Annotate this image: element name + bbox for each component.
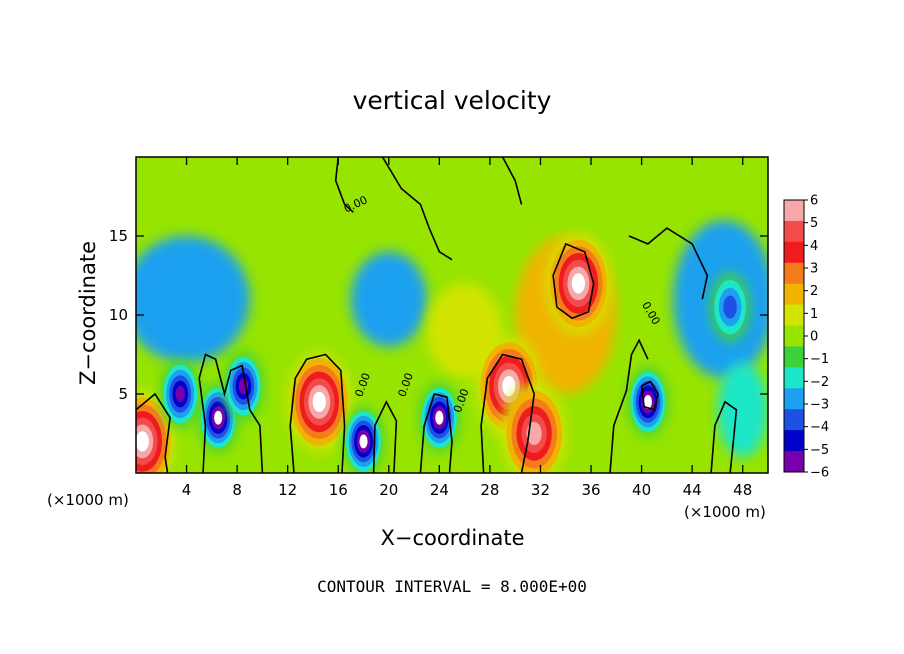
x-tick-label: 44	[683, 481, 702, 499]
contour-line	[609, 338, 649, 473]
colorbar-tick-label: −6	[810, 466, 829, 481]
y-tick-label: 5	[118, 385, 128, 403]
contour-line	[372, 400, 398, 473]
y-tick-label: 10	[109, 306, 128, 324]
downdraft-cell	[709, 272, 751, 342]
x-unit-label-left: (×1000 m)	[47, 491, 129, 509]
x-tick-label: 4	[182, 481, 192, 499]
colorbar-tick-label: −4	[810, 420, 829, 435]
colorbar-swatch	[784, 200, 804, 222]
contour-line	[640, 380, 659, 411]
colorbar-swatch	[784, 409, 804, 431]
colorbar-swatch	[784, 241, 804, 264]
contour-line	[480, 353, 536, 473]
velocity-field	[136, 157, 768, 473]
contour-line	[552, 242, 595, 320]
colorbar-tick-label: 5	[810, 216, 818, 231]
colorbar: 6 5 4 3 2 1 0 −1 −2 −3 −4 −5 −6	[783, 194, 829, 481]
downdraft-cell	[419, 382, 460, 453]
contour-line	[710, 400, 738, 473]
downdraft-cell	[160, 359, 201, 429]
colorbar-tick-label: −2	[810, 375, 829, 390]
x-tick-label: 48	[733, 481, 752, 499]
contour-line	[501, 157, 523, 205]
colorbar-tick-label: −1	[810, 352, 829, 367]
updraft-cell	[286, 351, 353, 453]
colorbar-swatch	[784, 346, 804, 368]
x-axis: 4 8 12 16 20 24 28 32 36 40 44 48	[182, 157, 752, 499]
colorbar-swatch	[784, 325, 804, 347]
contour-line	[198, 353, 264, 473]
contour-line	[334, 157, 354, 213]
colorbar-swatch	[784, 220, 804, 243]
updraft-cell	[545, 232, 612, 334]
colorbar-swatch	[784, 262, 804, 285]
y-axis: 5 10 15	[109, 227, 768, 403]
field-band	[350, 251, 427, 347]
x-tick-label: 36	[581, 481, 600, 499]
y-tick-label: 15	[109, 227, 128, 245]
downdraft-cell	[223, 351, 264, 421]
colorbar-swatch	[784, 451, 804, 473]
field-band	[717, 362, 768, 458]
colorbar-tick-label: 4	[810, 239, 818, 254]
colorbar-tick-label: −3	[810, 398, 829, 413]
x-tick-label: 8	[232, 481, 242, 499]
x-axis-label: X−coordinate	[380, 526, 525, 550]
colorbar-swatch	[784, 430, 804, 452]
contour-line	[289, 353, 346, 473]
contour-interval-note: CONTOUR INTERVAL = 8.000E+00	[317, 577, 587, 596]
colorbar-tick-label: 3	[810, 262, 818, 277]
colorbar-swatch	[784, 388, 804, 410]
colorbar-tick-label: 2	[810, 284, 818, 299]
field-band	[136, 236, 250, 363]
updraft-cell	[501, 382, 568, 473]
colorbar-swatch	[784, 367, 804, 389]
x-tick-label: 12	[278, 481, 297, 499]
downdraft-cell	[627, 367, 669, 437]
chart-title: vertical velocity	[352, 86, 552, 115]
colorbar-swatch	[784, 304, 804, 327]
colorbar-tick-label: −5	[810, 443, 829, 458]
contour-line	[419, 393, 453, 473]
contour-line	[628, 227, 709, 300]
colorbar-swatch	[784, 283, 804, 306]
x-tick-label: 20	[379, 481, 398, 499]
downdraft-cell	[343, 406, 384, 473]
contour-line	[136, 392, 171, 473]
colorbar-tick-label: 0	[810, 330, 818, 345]
colorbar-tick-label: 6	[810, 194, 818, 209]
x-tick-label: 32	[531, 481, 550, 499]
x-tick-label: 16	[329, 481, 348, 499]
x-unit-label-right: (×1000 m)	[684, 503, 766, 521]
x-tick-label: 28	[480, 481, 499, 499]
colorbar-tick-label: 1	[810, 307, 818, 322]
contour-line	[381, 157, 453, 261]
x-tick-label: 24	[430, 481, 449, 499]
x-tick-label: 40	[632, 481, 651, 499]
